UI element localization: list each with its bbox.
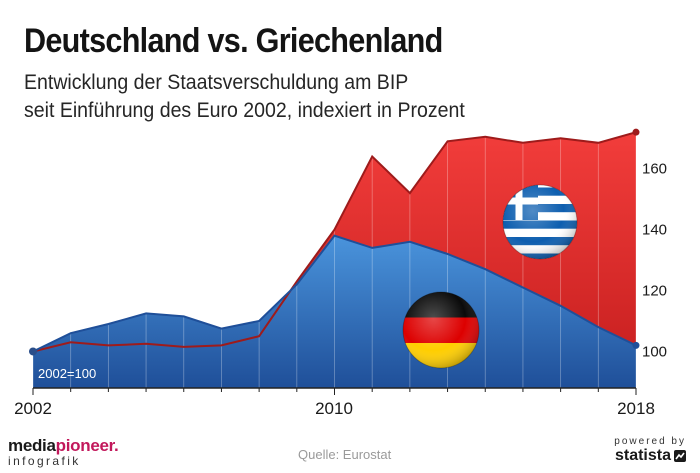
statista-logo: powered by statista xyxy=(614,436,686,465)
x-tick-label-2010: 2010 xyxy=(315,399,353,418)
endpoint-griechenland xyxy=(632,128,640,136)
chart-subtitle-line-1: Entwicklung der Staatsverschuldung am BI… xyxy=(24,71,409,94)
y-tick-label-100: 100 xyxy=(642,343,667,360)
endpoint-deutschland xyxy=(632,341,640,349)
statista-chart-icon xyxy=(674,450,686,462)
y-tick-label-120: 120 xyxy=(642,283,667,300)
y-tick-label-140: 140 xyxy=(642,222,667,239)
brand-name-part-2: pioneer. xyxy=(55,436,119,455)
brand-name-part-1: media xyxy=(8,436,56,455)
chart-subtitle-line-2: seit Einführung des Euro 2002, indexiert… xyxy=(24,99,465,122)
source-note: Quelle: Eurostat xyxy=(298,447,392,462)
powered-by-label: powered by xyxy=(614,436,686,447)
x-tick-label-2002: 2002 xyxy=(14,399,52,418)
area-deutschland xyxy=(33,235,636,388)
baseline-note: 2002=100 xyxy=(38,366,96,381)
startpoint-2002 xyxy=(29,347,37,356)
statista-name: statista xyxy=(614,447,671,464)
statista-wordmark: statista xyxy=(615,447,686,465)
x-tick-label-2018: 2018 xyxy=(617,399,655,418)
germany-flag-icon xyxy=(402,291,480,369)
greece-flag-icon xyxy=(502,184,578,260)
chart-title: Deutschland vs. Griechenland xyxy=(24,22,443,60)
brand-name: mediapioneer. xyxy=(8,436,158,456)
line-deutschland xyxy=(32,234,637,353)
y-tick-label-160: 160 xyxy=(642,161,667,178)
mediapioneer-logo: mediapioneer. infografik xyxy=(8,436,158,468)
debt-chart: 2002=100 2002 2010 2018 100 120 140 160 xyxy=(14,120,667,418)
brand-subtitle: infografik xyxy=(8,454,81,468)
line-griechenland xyxy=(32,131,637,353)
